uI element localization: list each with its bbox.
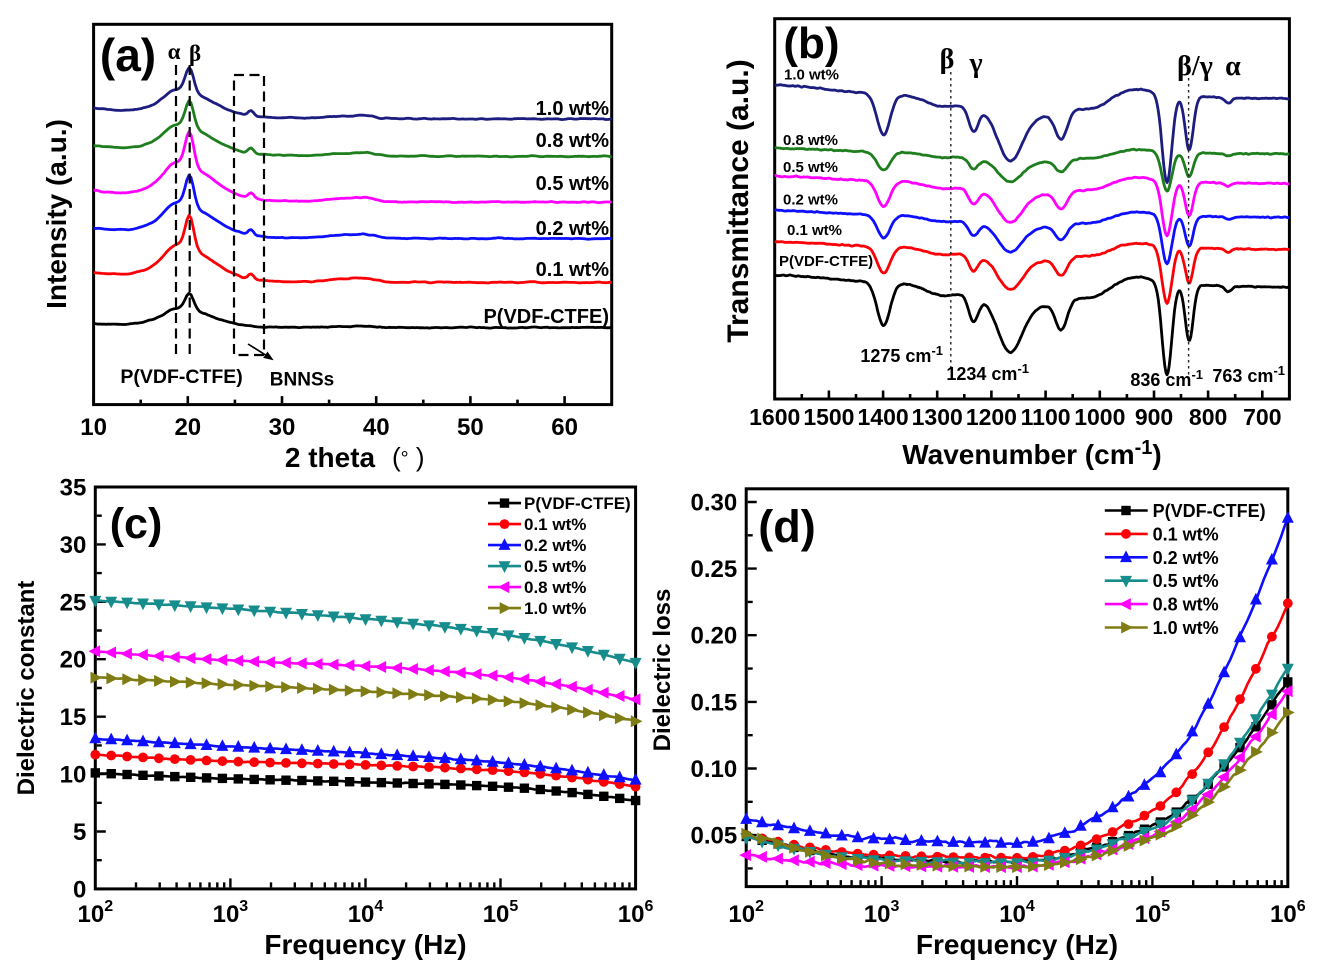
svg-text:0.5 wt%: 0.5 wt% (783, 159, 838, 176)
svg-text:1600: 1600 (749, 404, 800, 430)
svg-text:104: 104 (999, 898, 1035, 928)
svg-text:0.1 wt%: 0.1 wt% (1153, 524, 1219, 544)
svg-text:Intensity (a.u.): Intensity (a.u.) (41, 119, 72, 309)
svg-text:β: β (940, 44, 955, 75)
svg-text:1.0 wt%: 1.0 wt% (1153, 618, 1219, 638)
svg-text:P(VDF-CTFE): P(VDF-CTFE) (120, 366, 242, 388)
svg-text:0.10: 0.10 (690, 756, 737, 783)
svg-text:35: 35 (60, 475, 87, 502)
svg-text:0.5 wt%: 0.5 wt% (536, 173, 610, 195)
svg-text:0.15: 0.15 (690, 689, 737, 716)
svg-text:0.05: 0.05 (690, 823, 737, 850)
svg-text:P(VDF-CTFE): P(VDF-CTFE) (779, 253, 873, 270)
svg-text:0.8 wt%: 0.8 wt% (524, 578, 586, 597)
svg-text:P(VDF-CTFE): P(VDF-CTFE) (483, 306, 609, 328)
svg-text:836 cm-1: 836 cm-1 (1130, 367, 1203, 390)
svg-text:0.1 wt%: 0.1 wt% (524, 515, 586, 534)
svg-text:β/γ: β/γ (1177, 51, 1213, 82)
svg-text:0: 0 (73, 876, 86, 903)
svg-text:15: 15 (60, 704, 87, 731)
svg-text:1500: 1500 (803, 404, 854, 430)
svg-text:α: α (1225, 51, 1241, 82)
svg-text:103: 103 (213, 898, 249, 928)
svg-text:1100: 1100 (1021, 404, 1071, 430)
svg-text:50: 50 (457, 414, 484, 441)
svg-text:P(VDF-CTFE): P(VDF-CTFE) (1153, 501, 1266, 521)
svg-text:0.2 wt%: 0.2 wt% (524, 536, 586, 555)
svg-text:40: 40 (363, 414, 390, 441)
svg-text:1200: 1200 (966, 404, 1017, 430)
svg-text:0.8 wt%: 0.8 wt% (1153, 595, 1219, 615)
svg-text:2 theta: 2 theta (285, 442, 376, 473)
svg-text:1.0 wt%: 1.0 wt% (524, 599, 586, 618)
svg-text:0.1 wt%: 0.1 wt% (787, 222, 842, 239)
svg-text:0.2 wt%: 0.2 wt% (1153, 548, 1219, 568)
svg-text:1275 cm-1: 1275 cm-1 (860, 343, 943, 366)
svg-text:25: 25 (60, 589, 87, 616)
svg-text:β: β (189, 41, 201, 66)
svg-text:763 cm-1: 763 cm-1 (1212, 363, 1285, 386)
svg-text:BNNSs: BNNSs (270, 370, 334, 391)
svg-text:700: 700 (1243, 404, 1281, 430)
svg-text:0.8 wt%: 0.8 wt% (783, 132, 838, 149)
svg-text:0.30: 0.30 (690, 490, 737, 517)
svg-text:1.0 wt%: 1.0 wt% (784, 67, 839, 84)
svg-text:10: 10 (80, 414, 107, 441)
svg-text:30: 30 (269, 414, 296, 441)
svg-text:1300: 1300 (912, 404, 963, 430)
svg-text:P(VDF-CTFE): P(VDF-CTFE) (524, 494, 631, 513)
svg-text:γ: γ (968, 48, 982, 79)
svg-text:30: 30 (60, 532, 87, 559)
svg-text:1.0 wt%: 1.0 wt% (536, 98, 610, 120)
svg-text:(c): (c) (110, 500, 163, 548)
svg-text:0.5 wt%: 0.5 wt% (524, 557, 586, 576)
svg-text:0.2 wt%: 0.2 wt% (536, 218, 610, 240)
svg-text:(b): (b) (783, 19, 839, 68)
svg-text:0.8 wt%: 0.8 wt% (536, 130, 610, 152)
svg-text:0.2 wt%: 0.2 wt% (783, 192, 838, 209)
svg-text:Frequency (Hz): Frequency (Hz) (916, 929, 1118, 960)
svg-text:Dielectric loss: Dielectric loss (649, 589, 676, 752)
svg-text:20: 20 (174, 414, 201, 441)
svg-text:Frequency (Hz): Frequency (Hz) (264, 929, 466, 960)
svg-text:(a): (a) (100, 29, 156, 81)
svg-text:5: 5 (73, 819, 86, 846)
svg-text:(° ): (° ) (392, 442, 425, 472)
svg-text:(d): (d) (758, 501, 815, 552)
svg-text:α: α (168, 39, 181, 64)
svg-text:Dielectric constant: Dielectric constant (13, 581, 40, 796)
svg-text:1400: 1400 (858, 404, 909, 430)
svg-text:Transmittance (a.u.): Transmittance (a.u.) (722, 59, 755, 342)
svg-text:900: 900 (1135, 404, 1173, 430)
svg-text:1000: 1000 (1074, 404, 1125, 430)
svg-text:0.25: 0.25 (690, 556, 737, 583)
svg-text:0.5 wt%: 0.5 wt% (1153, 571, 1219, 591)
svg-text:0.20: 0.20 (690, 623, 737, 650)
svg-text:20: 20 (60, 647, 87, 674)
svg-text:60: 60 (551, 414, 578, 441)
svg-text:10: 10 (60, 762, 87, 789)
svg-text:1234 cm-1: 1234 cm-1 (946, 361, 1029, 384)
svg-text:0.1 wt%: 0.1 wt% (536, 259, 610, 281)
svg-text:Wavenumber (cm-1): Wavenumber (cm-1) (902, 437, 1161, 470)
svg-text:800: 800 (1189, 404, 1227, 430)
